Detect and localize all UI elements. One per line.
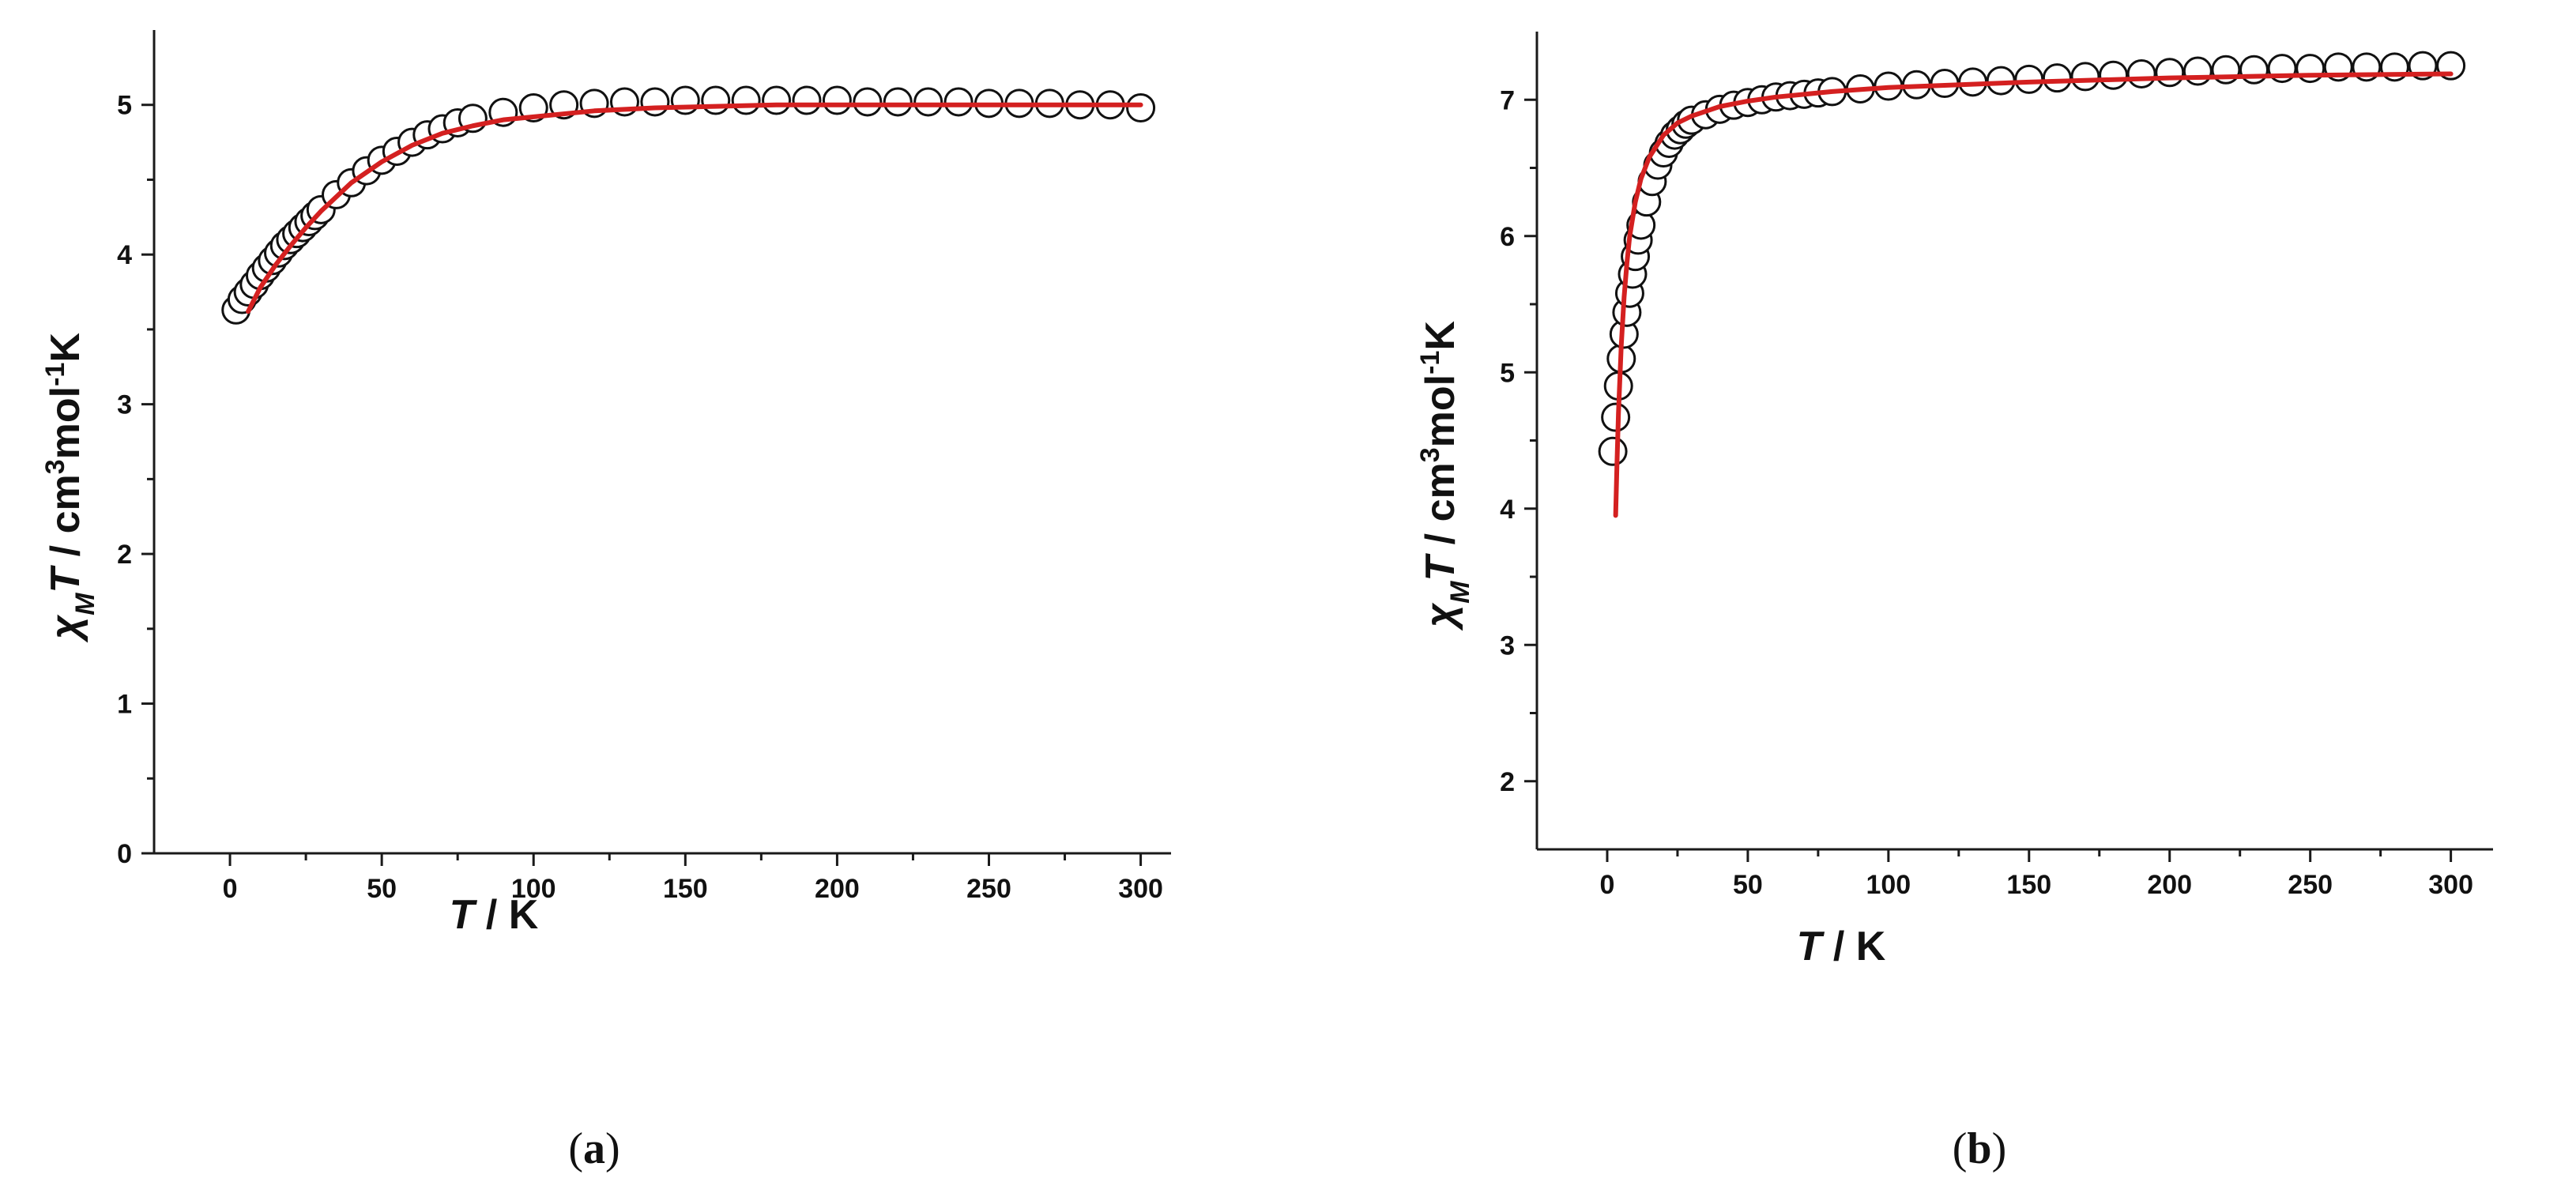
data-point-a <box>762 85 792 115</box>
x-tick-label-a: 0 <box>223 874 238 904</box>
x-tick-label-b: 100 <box>1866 870 1911 900</box>
y-tick-label-b: 6 <box>1500 222 1515 252</box>
panel-label-a: (a) <box>568 1124 620 1173</box>
data-point-a <box>792 85 822 115</box>
data-point-a <box>822 85 852 115</box>
y-tick-label-a: 1 <box>117 690 132 720</box>
y-tick-label-a: 5 <box>117 91 132 121</box>
x-tick-label-b: 200 <box>2147 870 2192 900</box>
data-point-a <box>913 87 943 117</box>
data-point-b <box>1598 436 1628 466</box>
data-point-b <box>2295 54 2326 84</box>
y-tick-label-a: 0 <box>117 839 132 869</box>
data-point-b <box>2042 63 2072 93</box>
data-point-a <box>670 85 700 115</box>
y-tick-label-b: 2 <box>1500 767 1515 797</box>
x-tick-label-a: 250 <box>966 874 1011 904</box>
data-point-a <box>853 87 883 117</box>
x-tick-label-b: 50 <box>1733 870 1763 900</box>
data-point-b <box>2155 58 2185 88</box>
y-tick-label-a: 4 <box>117 240 132 270</box>
x-tick-label-a: 150 <box>663 874 708 904</box>
chart-panel-a: 0 50 100 150 200 250 300 0 1 2 3 4 5 T / K χMT / cm3… <box>40 30 1171 1173</box>
x-tick-label-b: 300 <box>2428 870 2473 900</box>
fit-line-b <box>1613 71 2454 518</box>
y-axis-title-a: χMT / cm3mol-1K <box>40 333 100 643</box>
x-tick-label-b: 250 <box>2288 870 2333 900</box>
x-tick-label-a: 100 <box>511 874 556 904</box>
data-point-a <box>731 85 761 115</box>
panel-label-b: (b) <box>1953 1124 2006 1173</box>
data-point-b <box>2014 64 2044 94</box>
data-marks-a <box>221 85 1156 325</box>
data-point-b <box>2099 60 2129 90</box>
y-axis-title-b: χMT / cm3mol-1K <box>1415 321 1475 631</box>
x-tick-label-b: 0 <box>1600 870 1615 900</box>
data-point-a <box>883 87 913 117</box>
x-tick-label-a: 50 <box>367 874 397 904</box>
ticks-b: 0 50 100 150 200 250 300 2 3 4 5 6 7 <box>1500 85 2473 900</box>
y-tick-label-b: 3 <box>1500 630 1515 661</box>
data-point-b <box>2182 56 2213 86</box>
y-tick-label-a: 3 <box>117 390 132 420</box>
data-point-b <box>2126 58 2156 88</box>
data-marks-b <box>1598 51 2466 518</box>
data-point-a <box>701 85 731 115</box>
y-tick-label-b: 7 <box>1500 85 1515 115</box>
data-point-a <box>640 87 670 117</box>
data-point-b <box>2070 62 2100 92</box>
x-tick-label-a: 200 <box>815 874 860 904</box>
ticks-a: 0 50 100 150 200 250 300 0 1 2 3 4 5 <box>117 91 1163 904</box>
data-point-b <box>1601 402 1631 432</box>
data-point-b <box>2239 55 2269 85</box>
y-tick-label-b: 4 <box>1500 495 1515 525</box>
x-tick-label-b: 150 <box>2006 870 2051 900</box>
y-tick-label-b: 5 <box>1500 358 1515 388</box>
x-tick-label-a: 300 <box>1118 874 1163 904</box>
x-axis-title-a: T / K <box>450 892 539 938</box>
fit-line-a <box>246 102 1143 314</box>
data-point-a <box>943 87 974 117</box>
axes-a <box>153 30 1171 855</box>
data-point-a <box>1126 93 1156 123</box>
y-tick-label-a: 2 <box>117 540 132 570</box>
x-axis-title-b: T / K <box>1797 924 1886 969</box>
chart-panel-b: 0 50 100 150 200 250 300 2 3 4 5 6 7 T / K χMT / cm3… <box>1415 32 2493 1173</box>
